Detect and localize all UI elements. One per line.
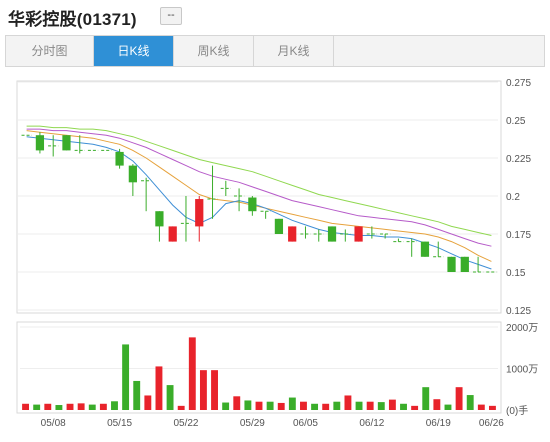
volume-bar <box>311 403 319 410</box>
volume-y-axis: 2000万 1000万 (0)手 <box>20 323 538 417</box>
volume-bar <box>133 380 141 410</box>
stock-title: 华彩控股(01371) <box>8 10 137 29</box>
volume-bar <box>66 403 74 410</box>
price-tick-label: 0.15 <box>506 268 526 279</box>
date-tick-label: 05/08 <box>41 418 66 429</box>
candle-up <box>288 226 297 242</box>
price-tick-label: 0.25 <box>506 116 526 127</box>
volume-bar <box>33 404 41 410</box>
chart-tab-bar: 分时图 日K线 周K线 月K线 <box>5 35 545 67</box>
volume-bar <box>144 395 152 410</box>
volume-bar <box>233 396 241 410</box>
date-tick-label: 06/05 <box>293 418 318 429</box>
date-tick-label: 06/12 <box>359 418 384 429</box>
candle-down <box>327 226 337 242</box>
volume-bar <box>88 404 96 410</box>
candle-down <box>274 218 284 234</box>
volume-bar <box>400 403 407 410</box>
tab-daily-k[interactable]: 日K线 <box>94 36 174 66</box>
volume-tick-label: 1000万 <box>506 365 538 376</box>
date-tick-label: 05/15 <box>107 418 132 429</box>
candle-down <box>155 211 164 227</box>
volume-bar <box>266 401 274 410</box>
date-tick-label: 06/26 <box>479 418 504 429</box>
volume-bar <box>344 395 352 410</box>
candle-down <box>128 165 137 183</box>
volume-bar <box>44 403 52 410</box>
volume-bar <box>188 337 196 410</box>
ma20-line <box>26 128 492 247</box>
ma30-line <box>26 125 492 236</box>
volume-bar <box>377 402 385 410</box>
candle-down <box>115 151 124 166</box>
volume-bar <box>244 400 252 410</box>
volume-bar <box>322 403 330 410</box>
price-tick-label: 0.2 <box>506 192 520 203</box>
volume-bar <box>199 370 207 410</box>
more-button[interactable]: -- <box>160 7 182 25</box>
volume-panel-frame <box>16 321 502 414</box>
price-y-axis: 0.275 0.25 0.225 0.2 0.175 0.15 0.125 <box>506 78 531 317</box>
candle-down <box>420 241 430 257</box>
candle-up <box>168 226 177 242</box>
volume-tick-label: 2000万 <box>506 323 538 334</box>
tab-monthly-k[interactable]: 月K线 <box>254 36 334 66</box>
date-tick-label: 05/22 <box>173 418 198 429</box>
volume-bar <box>411 405 419 410</box>
volume-bar <box>211 370 218 410</box>
volume-bar <box>111 401 118 410</box>
candle-up <box>195 199 204 227</box>
candlesticks <box>21 132 497 273</box>
volume-bar <box>22 403 30 410</box>
volume-bar <box>488 405 496 410</box>
volume-bar <box>166 385 174 410</box>
volume-bar <box>388 399 396 410</box>
volume-bar <box>222 402 230 410</box>
volume-bar <box>255 401 263 410</box>
moving-average-lines <box>26 125 492 270</box>
volume-bar <box>477 404 485 410</box>
candle-up <box>354 226 363 242</box>
volume-bar <box>288 397 296 410</box>
volume-tick-label: (0)手 <box>506 404 528 417</box>
price-panel-frame <box>16 80 502 314</box>
candle-down <box>248 197 257 212</box>
volume-bars <box>22 337 496 410</box>
tab-weekly-k[interactable]: 周K线 <box>174 36 254 66</box>
candle-down <box>35 135 45 151</box>
candle-down <box>62 135 71 151</box>
volume-bar <box>333 401 341 410</box>
tab-intraday[interactable]: 分时图 <box>6 36 94 66</box>
volume-bar <box>155 366 163 410</box>
header: 华彩控股(01371) -- <box>0 0 550 34</box>
volume-bar <box>444 404 452 410</box>
volume-bar <box>122 344 130 410</box>
volume-bar <box>177 405 185 410</box>
volume-bar <box>366 401 374 410</box>
ma10-line <box>26 130 492 262</box>
candle-down <box>447 256 456 272</box>
volume-bar <box>300 401 307 410</box>
volume-bar <box>77 403 85 410</box>
ma5-line <box>26 136 492 270</box>
candle-down <box>460 256 469 272</box>
volume-bar <box>55 405 63 410</box>
volume-bar <box>99 403 107 410</box>
volume-bar <box>355 401 363 410</box>
date-tick-label: 05/29 <box>240 418 265 429</box>
price-tick-label: 0.175 <box>506 230 531 241</box>
volume-bar <box>422 387 430 410</box>
volume-bar <box>277 402 285 410</box>
date-tick-label: 06/19 <box>426 418 451 429</box>
volume-bar <box>466 395 474 410</box>
price-tick-label: 0.225 <box>506 154 531 165</box>
price-tick-label: 0.275 <box>506 78 531 89</box>
volume-bar <box>433 399 441 410</box>
volume-bar <box>455 387 463 410</box>
date-axis: 05/08 05/15 05/22 05/29 06/05 06/12 06/19 06/26 <box>41 418 505 429</box>
price-grid <box>18 81 498 311</box>
price-tick-label: 0.125 <box>506 306 531 317</box>
